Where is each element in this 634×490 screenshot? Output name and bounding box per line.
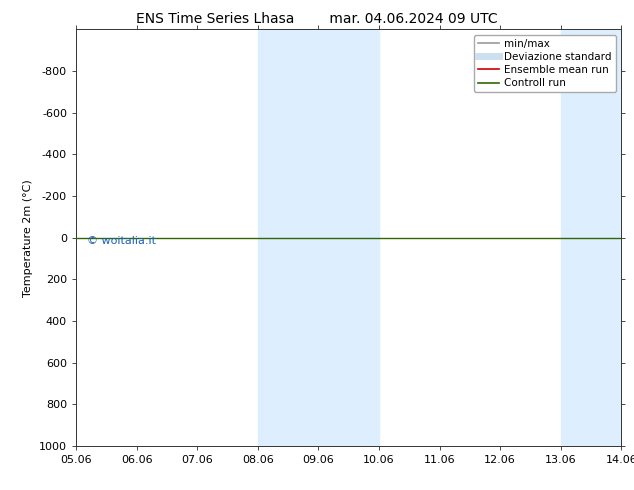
Y-axis label: Temperature 2m (°C): Temperature 2m (°C) bbox=[23, 179, 34, 296]
Text: ENS Time Series Lhasa        mar. 04.06.2024 09 UTC: ENS Time Series Lhasa mar. 04.06.2024 09… bbox=[136, 12, 498, 26]
Legend: min/max, Deviazione standard, Ensemble mean run, Controll run: min/max, Deviazione standard, Ensemble m… bbox=[474, 35, 616, 92]
Bar bbox=[560, 29, 621, 446]
Text: © woitalia.it: © woitalia.it bbox=[87, 236, 156, 245]
Bar bbox=[258, 29, 379, 446]
